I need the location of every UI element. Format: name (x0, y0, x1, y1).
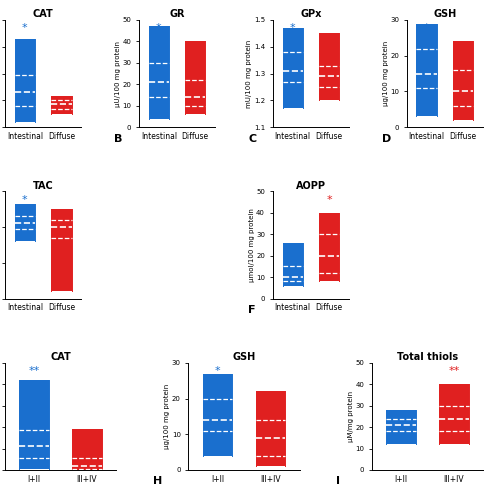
Text: F: F (248, 305, 256, 315)
Text: *: * (290, 23, 296, 33)
Title: Total thiols: Total thiols (397, 352, 458, 362)
Y-axis label: mU/100 mg protein: mU/100 mg protein (246, 40, 252, 108)
Text: I: I (336, 476, 340, 486)
Text: *: * (22, 23, 28, 33)
Title: GR: GR (169, 9, 185, 19)
Title: CAT: CAT (33, 9, 54, 19)
Y-axis label: μg/100 mg protein: μg/100 mg protein (164, 384, 170, 449)
Text: *: * (156, 23, 162, 33)
Y-axis label: μmol/100 mg protein: μmol/100 mg protein (249, 208, 255, 282)
Text: D: D (382, 134, 391, 143)
Text: C: C (248, 134, 256, 143)
Title: CAT: CAT (50, 352, 71, 362)
Title: GSH: GSH (433, 9, 456, 19)
Text: **: ** (448, 366, 460, 376)
Text: *: * (215, 366, 220, 376)
Y-axis label: μM/mg protein: μM/mg protein (348, 391, 354, 442)
Title: GSH: GSH (232, 352, 256, 362)
Title: GPx: GPx (300, 9, 322, 19)
Y-axis label: μg/100 mg protein: μg/100 mg protein (383, 41, 388, 106)
Title: AOPP: AOPP (296, 180, 326, 190)
Text: *: * (424, 23, 429, 33)
Title: TAC: TAC (33, 180, 54, 190)
Text: **: ** (28, 366, 40, 376)
Text: H: H (153, 476, 162, 486)
Y-axis label: μU/100 mg protein: μU/100 mg protein (115, 40, 121, 106)
Text: B: B (114, 134, 122, 143)
Text: *: * (326, 194, 332, 204)
Text: *: * (22, 194, 28, 204)
